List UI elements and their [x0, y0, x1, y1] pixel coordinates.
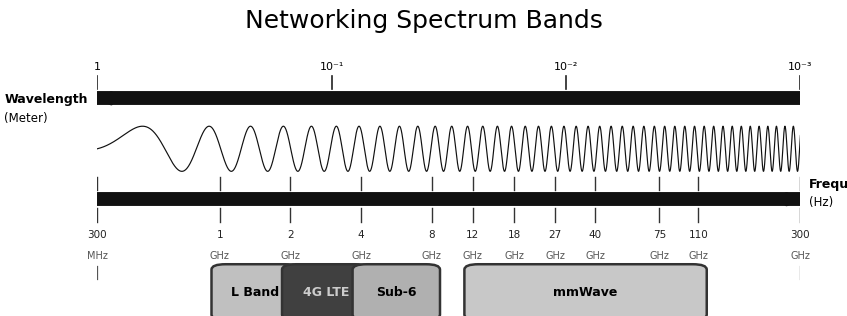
FancyBboxPatch shape — [464, 264, 706, 316]
Text: 12: 12 — [466, 230, 479, 240]
Text: GHz: GHz — [650, 251, 669, 261]
FancyBboxPatch shape — [282, 264, 369, 316]
Text: GHz: GHz — [545, 251, 565, 261]
Text: 10⁻²: 10⁻² — [554, 62, 579, 72]
Text: 10⁻¹: 10⁻¹ — [319, 62, 344, 72]
Text: GHz: GHz — [422, 251, 441, 261]
Text: GHz: GHz — [280, 251, 301, 261]
Text: mmWave: mmWave — [553, 286, 617, 299]
Text: GHz: GHz — [463, 251, 483, 261]
Text: 27: 27 — [549, 230, 562, 240]
Text: 110: 110 — [689, 230, 708, 240]
Text: GHz: GHz — [585, 251, 606, 261]
Text: GHz: GHz — [352, 251, 371, 261]
Text: 8: 8 — [429, 230, 435, 240]
Text: 4G LTE: 4G LTE — [302, 286, 349, 299]
Text: 18: 18 — [507, 230, 521, 240]
FancyBboxPatch shape — [212, 264, 299, 316]
Text: 2: 2 — [287, 230, 294, 240]
Text: Frequency: Frequency — [809, 178, 847, 191]
Text: Sub-6: Sub-6 — [376, 286, 417, 299]
Text: 40: 40 — [589, 230, 602, 240]
Text: 1: 1 — [217, 230, 224, 240]
Text: GHz: GHz — [689, 251, 708, 261]
Text: L Band: L Band — [231, 286, 280, 299]
Text: 75: 75 — [653, 230, 666, 240]
FancyBboxPatch shape — [352, 264, 440, 316]
Text: 300: 300 — [790, 230, 811, 240]
Text: 10⁻³: 10⁻³ — [789, 62, 812, 72]
Text: (Hz): (Hz) — [809, 196, 833, 210]
Text: 4: 4 — [357, 230, 364, 240]
Text: GHz: GHz — [504, 251, 524, 261]
Text: MHz: MHz — [87, 251, 108, 261]
Text: (Meter): (Meter) — [4, 112, 48, 125]
Text: GHz: GHz — [210, 251, 230, 261]
Text: Wavelength: Wavelength — [4, 93, 88, 106]
Text: Networking Spectrum Bands: Networking Spectrum Bands — [245, 9, 602, 33]
Text: GHz: GHz — [790, 251, 811, 261]
Text: 300: 300 — [87, 230, 108, 240]
Text: 1: 1 — [94, 62, 101, 72]
